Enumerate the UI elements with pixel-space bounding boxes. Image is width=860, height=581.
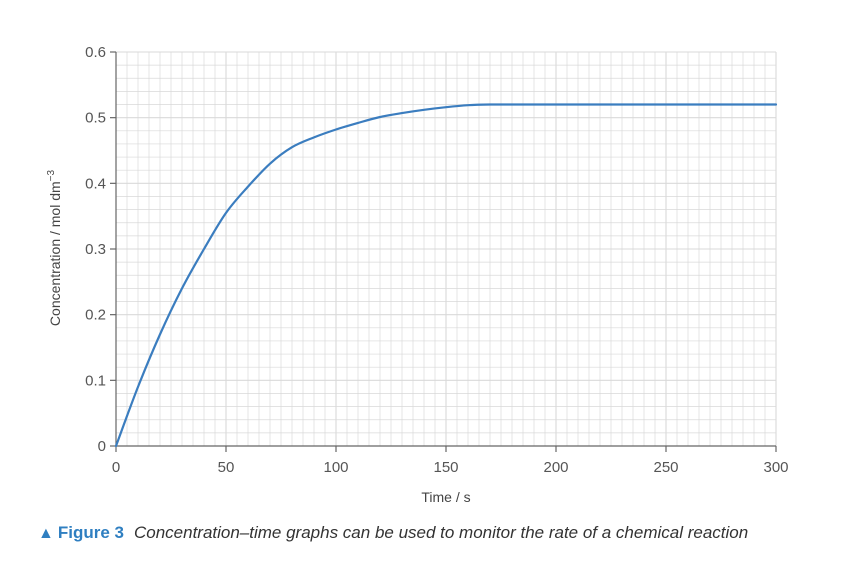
chart-ticks: 0 50 100 150 200 250 300 0 0.1 0.2 0.3 0.4 0.5 0.6: [85, 44, 788, 476]
y-axis-label-superscript: −3: [46, 169, 57, 181]
x-tick-label: 0: [112, 459, 120, 476]
x-axis-label: Time / s: [421, 489, 470, 505]
y-tick-label: 0.3: [85, 241, 106, 258]
x-tick-label: 150: [433, 459, 458, 476]
y-tick-label: 0.1: [85, 372, 106, 389]
figure-label: Figure 3: [57, 523, 124, 542]
x-tick-label: 300: [763, 459, 788, 476]
y-tick-label: 0.6: [85, 44, 106, 61]
chart-series: [114, 103, 778, 448]
y-tick-label: 0.5: [85, 110, 106, 127]
triangle-icon: ▲: [38, 525, 54, 542]
y-tick-label: 0.4: [85, 175, 106, 192]
x-tick-label: 200: [543, 459, 568, 476]
x-tick-label: 50: [218, 459, 235, 476]
y-axis-label-text: Concentration / mol dm: [47, 181, 63, 326]
caption-text: Concentration–time graphs can be used to…: [133, 523, 749, 542]
x-tick-label: 250: [653, 459, 678, 476]
series-line: [114, 103, 778, 448]
y-tick-label: 0.2: [85, 307, 106, 324]
y-axis-label: Concentration / mol dm−3: [46, 169, 63, 326]
y-tick-label: 0: [98, 438, 106, 455]
chart-grid: [116, 51, 777, 446]
x-tick-label: 100: [323, 459, 348, 476]
figure-caption: ▲ Figure 3 Concentration–time graphs can b…: [38, 520, 798, 547]
concentration-time-chart: 0 50 100 150 200 250 300 0 0.1 0.2 0.3 0.4 0.5 0.6 Ti…: [46, 44, 789, 505]
